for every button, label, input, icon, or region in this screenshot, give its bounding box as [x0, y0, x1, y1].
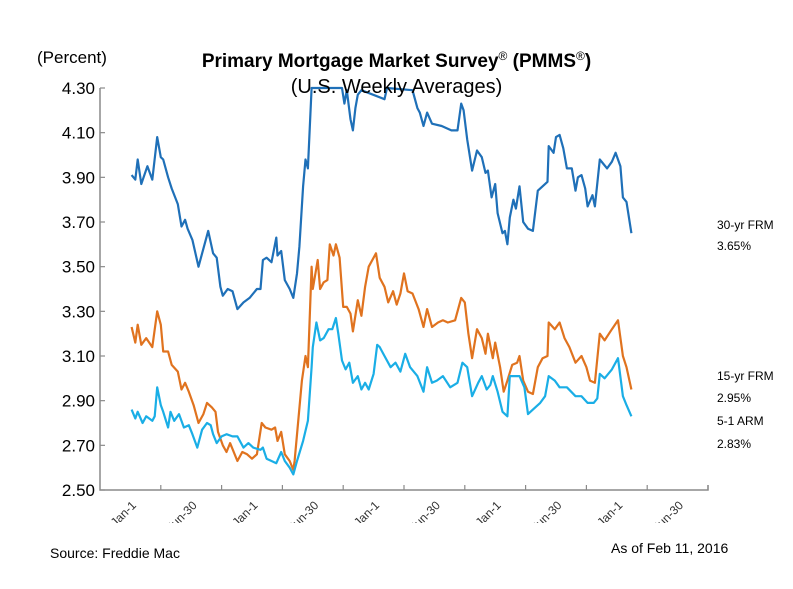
- series-label-arm: 5-1 ARM: [717, 414, 764, 428]
- chart-subtitle: (U.S. Weekly Averages): [290, 76, 503, 98]
- y-tick-label: 3.90: [62, 168, 95, 187]
- x-tick-label: Jun-30: [164, 498, 200, 534]
- axes: [99, 87, 709, 491]
- y-tick-label: 3.10: [62, 347, 95, 366]
- y-tick-label: 3.30: [62, 302, 95, 321]
- x-tick-label: Jan-1: [351, 498, 382, 529]
- y-tick-label: 3.50: [62, 258, 95, 277]
- source-note: Source: Freddie Mac: [50, 545, 180, 561]
- x-tick-label: Jun-30: [407, 498, 443, 534]
- series-value-15yr: 2.95%: [717, 391, 752, 405]
- as-of-date: As of Feb 11, 2016: [611, 540, 729, 556]
- x-tick-label: Jun-30: [650, 498, 686, 534]
- series-value-arm: 2.83%: [717, 437, 752, 451]
- y-tick-label: 2.50: [62, 481, 95, 500]
- y-tick-label: 2.70: [62, 436, 95, 455]
- y-tick-label: 4.30: [62, 79, 95, 98]
- y-tick-label: 4.10: [62, 124, 95, 143]
- x-tick-label: Jun-30: [529, 498, 565, 534]
- x-tick-label: Jan-1: [473, 498, 504, 529]
- x-tick-labels: Jan-1 Jun-30 Jan-1 Jun-30 Jan-1 Jun-30 Jan-1 Ju…: [108, 498, 687, 534]
- series-line-5-1-arm: [130, 316, 633, 476]
- x-tick-label: Jan-1: [229, 498, 260, 529]
- series-line-15-yr-frm: [130, 243, 633, 471]
- x-tick-label: Jan-1: [108, 498, 139, 529]
- x-tick-label: Jun-30: [285, 498, 321, 534]
- series-value-30yr: 3.65%: [717, 239, 752, 253]
- y-axis-unit-label: (Percent): [37, 48, 107, 67]
- series-line-30-yr-frm: [130, 86, 633, 311]
- series-label-30yr: 30-yr FRM: [717, 218, 774, 232]
- y-tick-label: 3.70: [62, 213, 95, 232]
- y-tick-label: 2.90: [62, 392, 95, 411]
- x-tick-label: Jan-1: [594, 498, 625, 529]
- series-label-15yr: 15-yr FRM: [717, 369, 774, 383]
- y-tick-labels: 2.50 2.70 2.90 3.10 3.30 3.50 3.70 3.90 4.10 4.30: [62, 79, 95, 500]
- chart-title: Primary Mortgage Market Survey® (PMMS®): [201, 49, 592, 72]
- series-lines: [130, 86, 633, 476]
